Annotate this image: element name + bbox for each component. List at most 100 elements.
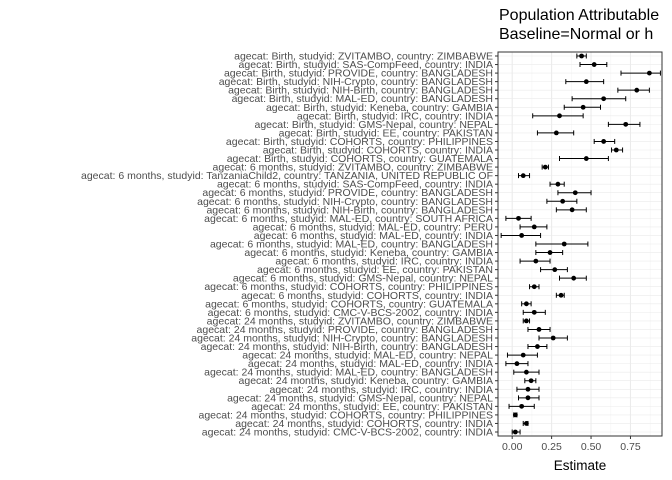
title-line-1: Population Attributable <box>499 7 659 24</box>
row-label: agecat: 24 months, studyid: MAL-ED, coun… <box>204 367 493 379</box>
point-estimate <box>523 369 529 375</box>
point-estimate <box>512 412 518 418</box>
point-estimate <box>553 130 559 136</box>
row-label: agecat: 6 months, studyid: ZVITAMBO, cou… <box>213 162 493 174</box>
point-estimate <box>555 181 561 187</box>
point-estimate <box>561 241 567 247</box>
row-label: agecat: Birth, studyid: IRC, country: IN… <box>297 110 493 122</box>
point-estimate <box>552 267 558 273</box>
point-estimate <box>557 113 562 119</box>
point-estimate <box>516 215 521 221</box>
row-label: agecat: 6 months, studyid: MAL-ED, count… <box>210 239 493 251</box>
row-label: agecat: 24 months, studyid: ZVITAMBO, co… <box>207 315 493 327</box>
x-axis-title: Estimate <box>554 458 607 473</box>
row-label: agecat: Birth, studyid: GMS-Nepal, count… <box>255 119 494 131</box>
point-estimate <box>572 190 578 196</box>
point-estimate <box>531 309 537 315</box>
point-estimate <box>533 258 539 264</box>
row-label: agecat: 24 months, studyid: COHORTS, cou… <box>235 418 493 430</box>
point-estimate <box>519 233 525 238</box>
point-estimate <box>535 344 540 349</box>
row-label: agecat: 6 months, studyid: SAS-CompFeed,… <box>217 179 493 191</box>
title-line-2: Baseline=Normal or h <box>499 26 653 43</box>
row-label: agecat: 6 months, studyid: MAL-ED, count… <box>253 221 493 233</box>
point-estimate <box>531 224 537 230</box>
point-estimate <box>542 164 548 170</box>
point-estimate <box>623 121 629 127</box>
row-label: agecat: Birth, studyid: PROVIDE, country… <box>224 68 493 80</box>
row-label: agecat: 24 months, studyid: MAL-ED, coun… <box>248 358 493 370</box>
x-tick-label: 0.75 <box>620 441 641 453</box>
x-tick-label: 0.50 <box>581 441 602 453</box>
row-label: agecat: Birth, studyid: Keneba, country:… <box>266 102 493 114</box>
point-estimate <box>571 275 577 281</box>
point-estimate <box>520 173 526 179</box>
row-label: agecat: 24 months, studyid: PROVIDE, cou… <box>197 324 493 336</box>
point-estimate <box>569 207 575 213</box>
row-label: agecat: Birth, studyid: COHORTS, country… <box>263 145 493 157</box>
y-axis-labels: agecat: Birth, studyid: ZVITAMBO, countr… <box>81 51 498 439</box>
row-label: agecat: Birth, studyid: ZVITAMBO, countr… <box>234 51 493 63</box>
row-label: agecat: 6 months, studyid: NIH-Crypto, c… <box>197 196 493 208</box>
point-estimate <box>525 386 531 392</box>
row-label: agecat: 6 months, studyid: EE, country: … <box>257 264 493 276</box>
row-label: agecat: 24 months, studyid: Keneba, coun… <box>239 375 493 387</box>
point-estimate <box>550 335 556 341</box>
row-label: agecat: 6 months, studyid: PROVIDE, coun… <box>202 187 493 199</box>
row-label: agecat: 6 months, studyid: COHORTS, coun… <box>205 298 493 310</box>
row-label: agecat: 24 months, studyid: EE, country:… <box>251 401 493 413</box>
point-estimates <box>512 53 652 435</box>
point-estimate <box>536 327 542 332</box>
row-label: agecat: Birth, studyid: NIH-Crypto, coun… <box>219 76 493 88</box>
row-label: agecat: Birth, studyid: COHORTS, country… <box>227 153 493 165</box>
point-estimate <box>531 284 537 290</box>
point-estimate <box>591 62 597 67</box>
point-estimate <box>528 378 534 384</box>
row-label: agecat: 24 months, studyid: CMC-V-BCS-20… <box>202 427 493 439</box>
row-label: agecat: 6 months, studyid: CMC-V-BCS-200… <box>208 307 493 319</box>
row-label: agecat: Birth, studyid: EE, country: PAK… <box>279 127 493 139</box>
point-estimate <box>583 79 589 85</box>
point-estimate <box>579 53 584 59</box>
row-label: agecat: 6 months, studyid: MAL-ED, count… <box>254 230 493 242</box>
row-label: agecat: 24 months, studyid: GMS-Nepal, c… <box>227 392 493 404</box>
point-estimate <box>558 292 564 298</box>
point-estimate <box>580 104 586 110</box>
row-label: agecat: Birth, studyid: SAS-CompFeed, co… <box>239 59 493 71</box>
point-estimate <box>525 395 531 401</box>
row-label: agecat: 6 months, studyid: TanzaniaChild… <box>81 170 493 182</box>
row-label: agecat: 24 months, studyid: IRC, country… <box>269 384 493 396</box>
point-estimate <box>523 301 529 307</box>
point-estimate <box>613 147 619 153</box>
x-tick-label: 0.25 <box>541 441 562 453</box>
row-label: agecat: Birth, studyid: NIH-Birth, count… <box>228 85 493 97</box>
point-estimate <box>514 361 520 367</box>
point-estimate <box>601 139 607 144</box>
row-label: agecat: 6 months, studyid: MAL-ED, count… <box>204 213 493 225</box>
row-label: agecat: 6 months, studyid: IRC, country:… <box>275 256 493 268</box>
row-label: agecat: 6 months, studyid: NIH-Birth, co… <box>206 204 493 216</box>
point-estimate <box>512 429 518 435</box>
row-label: agecat: Birth, studyid: MAL-ED, country:… <box>232 93 493 105</box>
row-label: agecat: 24 months, studyid: COHORTS, cou… <box>198 409 493 421</box>
x-axis: 0.00 0.25 0.50 0.75 <box>502 436 641 453</box>
row-label: agecat: 6 months, studyid: GMS-Nepal, co… <box>233 273 493 285</box>
row-label: agecat: 6 months, studyid: COHORTS, coun… <box>241 290 493 302</box>
x-tick-label: 0.00 <box>502 441 523 453</box>
row-label: agecat: 24 months, studyid: NIH-Birth, c… <box>201 341 493 353</box>
point-estimate <box>646 70 652 76</box>
row-label: agecat: 6 months, studyid: Keneba, count… <box>244 247 493 259</box>
point-estimate <box>560 198 566 204</box>
row-label: agecat: Birth, studyid: COHORTS, country… <box>226 136 493 148</box>
point-estimate <box>601 96 607 102</box>
chart-title: Population Attributable Baseline=Normal … <box>499 7 659 43</box>
point-estimate <box>523 318 529 324</box>
row-label: agecat: 24 months, studyid: NIH-Crypto, … <box>191 333 493 345</box>
point-estimate <box>519 403 525 409</box>
row-label: agecat: 6 months, studyid: COHORTS, coun… <box>204 281 493 293</box>
point-estimate <box>634 87 640 93</box>
point-estimate <box>583 156 589 161</box>
row-label: agecat: 24 months, studyid: MAL-ED, coun… <box>242 350 493 362</box>
point-estimate <box>523 421 529 426</box>
